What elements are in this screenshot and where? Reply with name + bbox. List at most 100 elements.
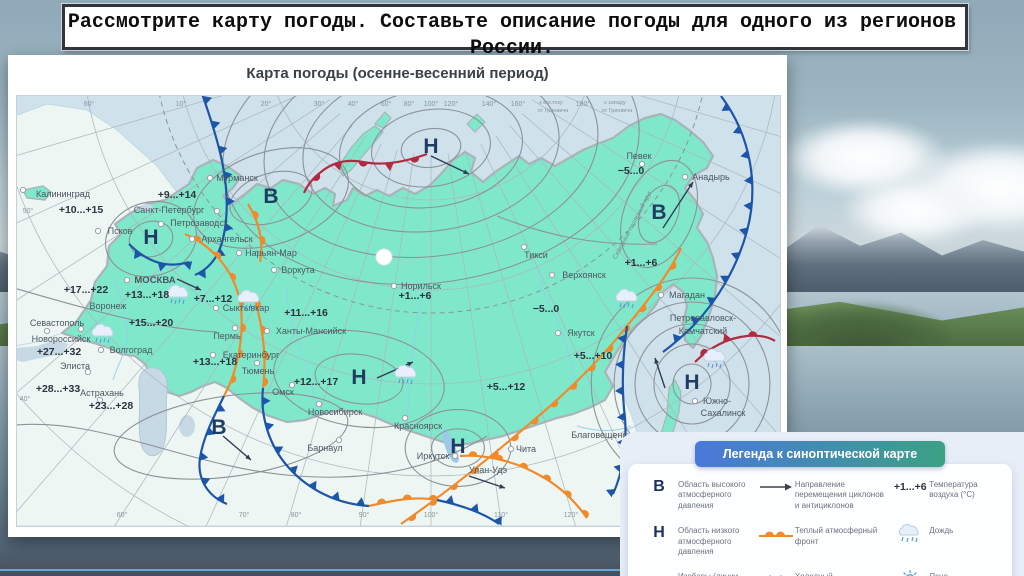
low-pressure-letter: Н bbox=[684, 371, 699, 394]
map-title: Карта погоды (осенне-весенний период) bbox=[246, 65, 549, 82]
temperature-label: +27...+32 bbox=[37, 346, 82, 358]
rain-icon bbox=[166, 284, 189, 305]
grid-label: 80° bbox=[291, 511, 302, 519]
grid-label: 120° bbox=[444, 100, 459, 108]
low-pressure-letter: Н bbox=[351, 366, 366, 389]
city-label: Сахалинск bbox=[701, 408, 746, 418]
legend-label: Дождь bbox=[929, 526, 954, 536]
low-pressure-letter: Н bbox=[450, 435, 465, 458]
temperature-label: −5...0 bbox=[618, 165, 645, 177]
grid-label: 70° bbox=[239, 511, 250, 519]
grid-label: 160° bbox=[511, 100, 526, 108]
city-label: Волгоград bbox=[110, 345, 153, 355]
temperature-label: +17...+22 bbox=[64, 284, 109, 296]
cold-front-icon bbox=[757, 570, 795, 576]
direction-arrow-icon bbox=[757, 478, 795, 496]
temperature-label: +23...+28 bbox=[89, 400, 134, 412]
temperature-label: +13...+18 bbox=[125, 289, 170, 301]
city-label: Псков bbox=[108, 226, 133, 236]
city-label: Благовещенск bbox=[571, 430, 631, 440]
grid-label: 140° bbox=[482, 100, 497, 108]
legend-item-low-pressure: Н Область низкого атмосферного давления bbox=[640, 524, 751, 557]
city-label: Красноярск bbox=[394, 421, 442, 431]
city-dot bbox=[84, 368, 92, 376]
city-label: Камчатский bbox=[679, 326, 727, 336]
city-dot bbox=[157, 220, 165, 228]
legend-item-isobar: Изобары (линии равного давления) bbox=[640, 570, 751, 576]
city-dot bbox=[77, 325, 85, 333]
sun-icon bbox=[375, 248, 393, 266]
city-label: Верхоянск bbox=[562, 270, 606, 280]
city-label: Норильск bbox=[401, 281, 441, 291]
city-dot bbox=[554, 329, 562, 337]
temperature-label: +10...+15 bbox=[59, 204, 104, 216]
city-label: Новороссийск bbox=[32, 334, 91, 344]
temperature-sample: +1...+6 bbox=[893, 481, 927, 493]
city-dot bbox=[335, 436, 343, 444]
legend-label: Температура воздуха (°С) bbox=[929, 480, 978, 500]
temperature-label: +15...+20 bbox=[129, 317, 174, 329]
rain-icon bbox=[891, 523, 929, 542]
city-dot bbox=[315, 400, 323, 408]
grid-label: 80° bbox=[404, 100, 415, 108]
city-label: Воронеж bbox=[90, 301, 127, 311]
city-label: Нарьян-Мар bbox=[245, 248, 297, 258]
legend-panel: Легенда к синоптической карте В Область … bbox=[628, 441, 1012, 576]
city-dot bbox=[681, 173, 689, 181]
city-label: Новосибирск bbox=[308, 407, 362, 417]
high-pressure-letter-icon: В bbox=[653, 478, 665, 495]
city-label: Астрахань bbox=[80, 388, 124, 398]
city-label: Анадырь bbox=[692, 172, 730, 182]
cloud-shape bbox=[840, 175, 990, 245]
city-label: Южно- bbox=[703, 396, 731, 406]
city-label: Омск bbox=[272, 387, 294, 397]
synoptic-map[interactable]: 10° 20° 30° 40° 60° 80° 100° 120° 140° 160° к вост… bbox=[16, 95, 781, 527]
city-label: Архангельск bbox=[201, 234, 253, 244]
temperature-label: +9...+14 bbox=[158, 189, 197, 201]
legend-label: Изобары (линии равного давления) bbox=[678, 570, 751, 576]
city-dot bbox=[212, 304, 220, 312]
temperature-label: +1...+6 bbox=[625, 257, 658, 269]
legend-label: Направление перемещения циклонов и антиц… bbox=[794, 480, 884, 510]
legend-title: Легенда к синоптической карте bbox=[695, 441, 945, 467]
city-label: Чита bbox=[516, 444, 536, 454]
legend-item-warm-front: Теплый атмосферный фронт bbox=[757, 524, 885, 557]
temperature-label: +28...+33 bbox=[36, 383, 81, 395]
island-kaliningrad bbox=[21, 185, 52, 201]
city-label: Воркута bbox=[281, 265, 315, 275]
legend-label: Область высокого атмосферного давления bbox=[678, 480, 746, 510]
rain-icon bbox=[91, 323, 114, 344]
city-label: Якутск bbox=[567, 328, 595, 338]
city-label: Севастополь bbox=[30, 318, 85, 328]
city-dot bbox=[231, 324, 239, 332]
city-dot bbox=[253, 359, 261, 367]
grid-label: 100° bbox=[424, 511, 439, 519]
city-dot bbox=[548, 271, 556, 279]
grid-label: 20° bbox=[261, 100, 272, 108]
temperature-label: +13...+18 bbox=[193, 356, 238, 368]
city-dot bbox=[507, 445, 515, 453]
city-label: Калининград bbox=[36, 189, 91, 199]
high-pressure-letter: В bbox=[211, 416, 226, 439]
city-dot bbox=[235, 249, 243, 257]
temperature-label: +5...+10 bbox=[574, 350, 613, 362]
rain-icon bbox=[237, 289, 260, 310]
grid-label: 30° bbox=[314, 100, 325, 108]
grid-label: 120° bbox=[564, 511, 579, 519]
city-dot bbox=[390, 282, 398, 290]
city-dot bbox=[270, 266, 278, 274]
temperature-label: +7...+12 bbox=[194, 293, 233, 305]
city-dot bbox=[96, 396, 104, 404]
shore-highlight bbox=[0, 569, 1024, 571]
rain-icon bbox=[703, 348, 726, 369]
rain-icon bbox=[394, 364, 417, 385]
city-dot bbox=[401, 414, 409, 422]
graticule bbox=[17, 96, 780, 526]
grid-label: к западу bbox=[604, 100, 626, 106]
legend-card: В Область высокого атмосферного давления… bbox=[628, 464, 1012, 576]
city-dot bbox=[451, 452, 459, 460]
low-pressure-letter: Н bbox=[143, 226, 158, 249]
city-label: Певек bbox=[626, 151, 651, 161]
aral-sea bbox=[179, 415, 195, 437]
